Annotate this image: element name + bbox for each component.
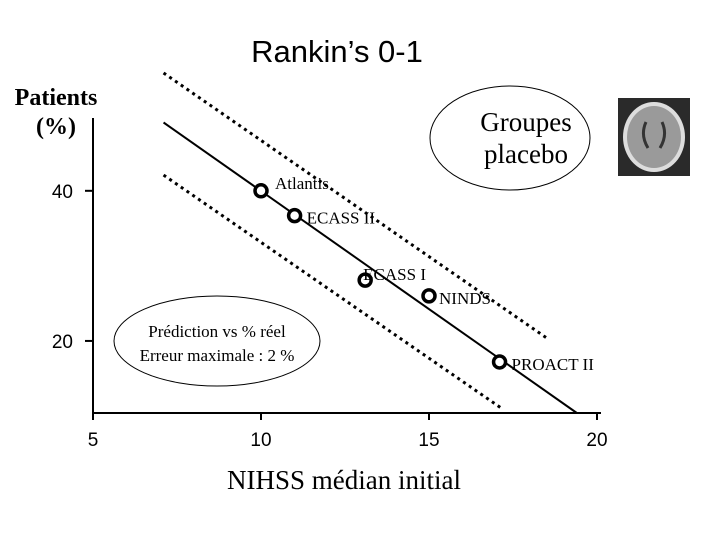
annotation: placebo — [484, 139, 568, 169]
point — [253, 183, 269, 199]
prediction-ellipse — [113, 295, 321, 387]
annotation: Erreur maximale : 2 % — [140, 346, 295, 365]
point — [421, 288, 437, 304]
placebo-ellipse — [429, 85, 591, 191]
annotation: Prédiction vs % réel — [148, 322, 286, 341]
y-tick-label: 40 — [52, 182, 73, 203]
x-tick-label: 5 — [88, 430, 99, 451]
x-tick-label: 10 — [250, 430, 271, 451]
x-tick-label: 20 — [586, 430, 607, 451]
fit-line — [162, 173, 504, 411]
fit-line — [162, 71, 548, 340]
x-axis-label: NIHSS médian initial — [227, 465, 461, 495]
y-tick-label: 20 — [52, 332, 73, 353]
annotation: Groupes — [480, 107, 571, 137]
point — [286, 207, 303, 224]
point-label: NINDS — [439, 289, 491, 308]
x-tick-label: 15 — [418, 430, 439, 451]
chart-title: Rankin’s 0-1 — [251, 34, 423, 69]
y-axis-label: Patients — [15, 85, 98, 111]
point-label: PROACT II — [512, 355, 595, 374]
point — [491, 354, 508, 370]
fit-line — [162, 121, 578, 414]
point-label: ECASS I — [363, 265, 426, 284]
brain-scan — [618, 98, 690, 176]
y-axis-label: (%) — [36, 114, 76, 140]
point-label: ECASS II — [307, 209, 376, 228]
point — [357, 272, 373, 288]
point-label: Atlantis — [275, 174, 329, 193]
